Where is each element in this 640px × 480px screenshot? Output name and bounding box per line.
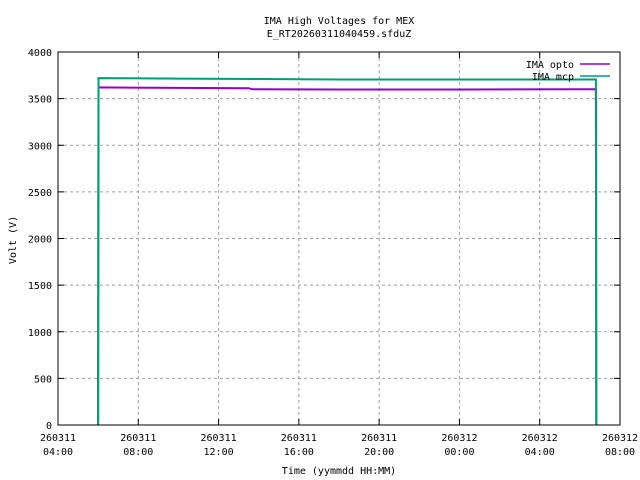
- data-series: [97, 77, 598, 426]
- x-tick-label-time: 00:00: [444, 447, 474, 458]
- y-tick-label: 2000: [28, 235, 52, 246]
- plot-frame: [57, 51, 621, 426]
- x-tick-label-date: 260312: [522, 433, 558, 444]
- x-tick-label-time: 04:00: [525, 447, 555, 458]
- x-axis-ticks: 260311 04:00 260311 08:00 260311 12:00 260311 1…: [40, 52, 638, 458]
- x-tick-label-date: 260312: [602, 433, 638, 444]
- x-tick-label-date: 260312: [441, 433, 477, 444]
- x-tick-label-date: 260311: [281, 433, 317, 444]
- x-tick-label-date: 260311: [201, 433, 237, 444]
- y-tick-label: 500: [34, 374, 52, 385]
- y-axis-label: Volt (V): [8, 216, 19, 264]
- y-tick-label: 3000: [28, 141, 52, 152]
- x-tick-label-time: 16:00: [284, 447, 314, 458]
- legend-label: IMA opto: [526, 60, 574, 71]
- legend-label: IMA mcp: [532, 72, 574, 83]
- x-axis-label: Time (yymmdd HH:MM): [282, 466, 396, 477]
- series-line-0: [97, 86, 598, 426]
- y-tick-label: 0: [46, 421, 52, 432]
- x-tick-label-date: 260311: [361, 433, 397, 444]
- x-tick-label-date: 260311: [40, 433, 76, 444]
- chart-subtitle: E_RT20260311040459.sfduZ: [267, 29, 412, 40]
- x-tick-label-date: 260311: [120, 433, 156, 444]
- x-tick-label-time: 08:00: [605, 447, 635, 458]
- series-line-1: [97, 77, 598, 426]
- x-tick-label-time: 12:00: [204, 447, 234, 458]
- x-tick-label-time: 08:00: [123, 447, 153, 458]
- y-tick-label: 1000: [28, 328, 52, 339]
- y-tick-label: 4000: [28, 48, 52, 59]
- y-tick-label: 3500: [28, 95, 52, 106]
- y-tick-label: 1500: [28, 281, 52, 292]
- y-axis-ticks: 0 500 1000 1500 2000 2500 3000 3500 4000: [28, 48, 620, 432]
- y-tick-label: 2500: [28, 188, 52, 199]
- grid-lines: [58, 52, 620, 425]
- x-tick-label-time: 04:00: [43, 447, 73, 458]
- chart-title: IMA High Voltages for MEX: [264, 16, 415, 27]
- x-tick-label-time: 20:00: [364, 447, 394, 458]
